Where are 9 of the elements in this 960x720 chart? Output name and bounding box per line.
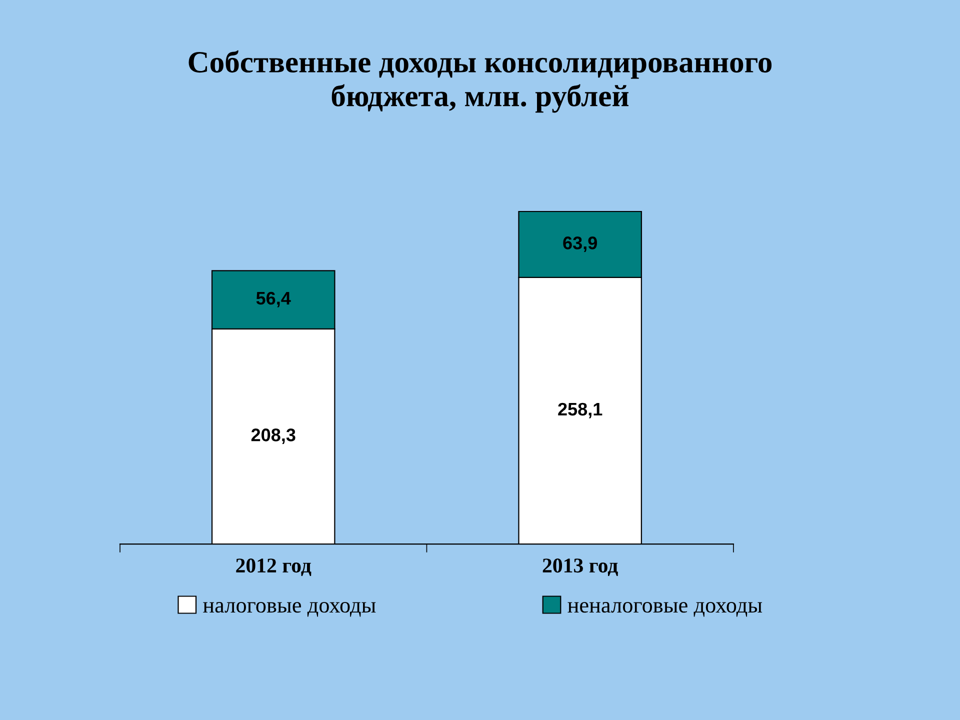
data-label: 258,1 xyxy=(558,402,602,418)
data-label: 208,3 xyxy=(251,428,296,444)
x-tick-label: 2012 год xyxy=(236,558,312,576)
legend-label: налоговые доходы xyxy=(203,602,376,617)
chart-title: Собственные доходы консолидированного бюджета, млн. рублей xyxy=(188,50,772,113)
x-tick-label: 2013 год xyxy=(542,558,618,576)
data-label: 56,4 xyxy=(256,292,291,308)
data-label: 63,9 xyxy=(563,236,597,252)
legend-label: неналоговые доходы xyxy=(568,602,762,617)
